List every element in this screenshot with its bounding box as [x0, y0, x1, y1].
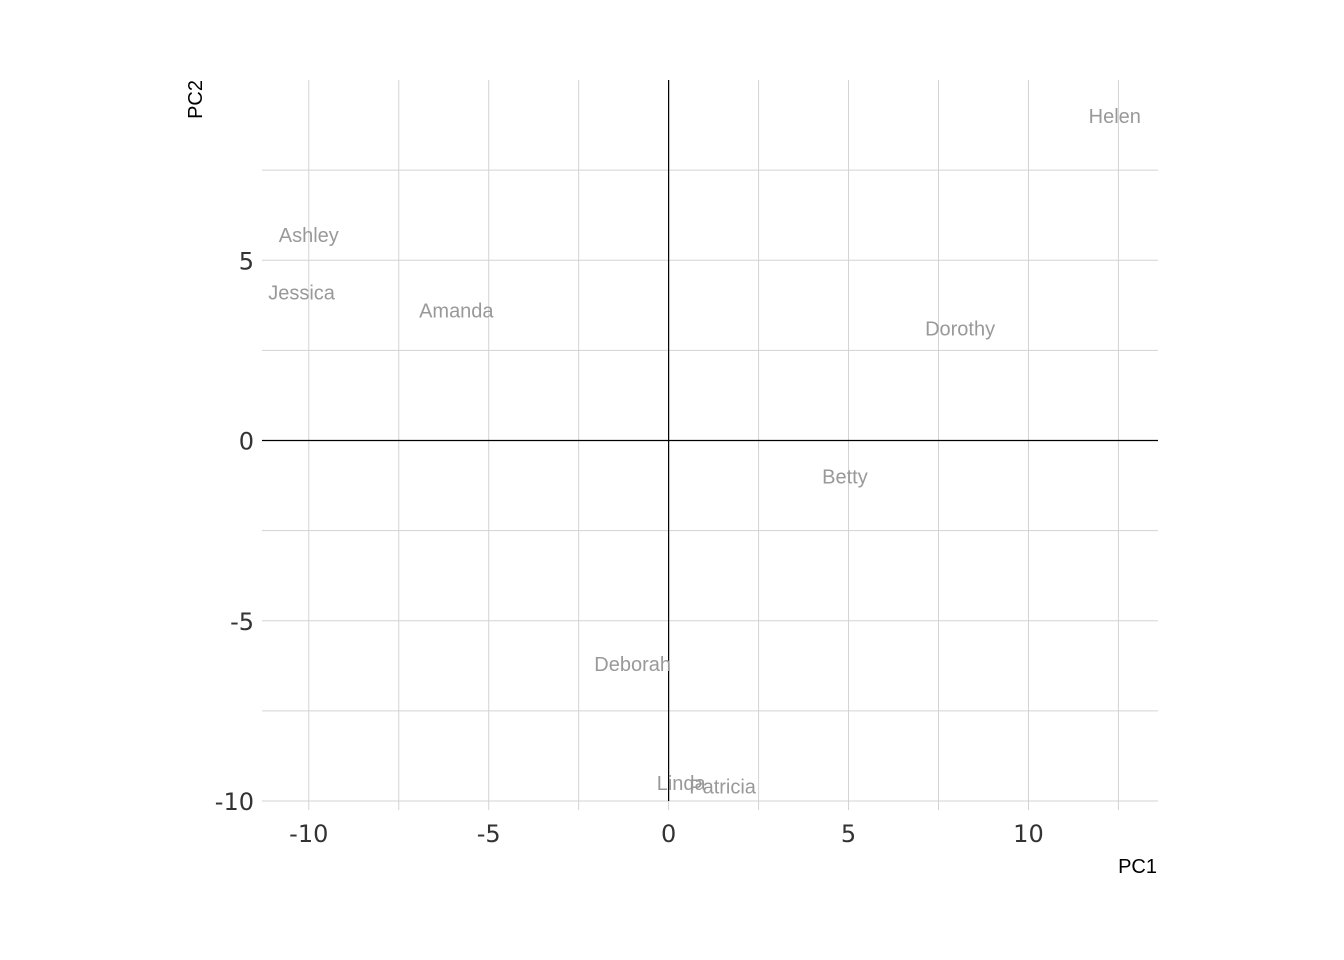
point-label-ashley: Ashley [279, 225, 339, 247]
grid [262, 80, 1158, 810]
x-tick-label: 0 [661, 820, 676, 848]
point-label-dorothy: Dorothy [925, 319, 995, 341]
reference-lines [262, 80, 1158, 801]
y-axis-title: PC2 [185, 80, 207, 119]
y-tick-label: -10 [215, 788, 254, 816]
point-label-amanda: Amanda [419, 301, 494, 323]
point-label-helen: Helen [1089, 106, 1141, 128]
y-tick-label: -5 [230, 608, 254, 636]
x-axis-title: PC1 [1118, 856, 1157, 878]
y-tick-label: 0 [239, 428, 254, 456]
x-tick-label: 10 [1013, 820, 1044, 848]
point-label-linda: Linda [657, 773, 707, 795]
x-tick-label: -5 [477, 820, 501, 848]
point-labels: Helen Ashley Jessica Amanda Dorothy Betty Debo… [268, 106, 1141, 799]
x-tick-label: 5 [841, 820, 856, 848]
point-label-patricia: Patricia [689, 777, 757, 799]
x-axis-ticks: -10 -5 0 5 10 [289, 820, 1044, 848]
y-axis-ticks: -10 -5 0 5 [215, 247, 254, 816]
point-label-jessica: Jessica [268, 283, 336, 305]
point-label-deborah: Deborah [594, 654, 671, 676]
point-label-betty: Betty [822, 467, 868, 489]
y-tick-label: 5 [239, 247, 254, 275]
x-tick-label: -10 [289, 820, 328, 848]
